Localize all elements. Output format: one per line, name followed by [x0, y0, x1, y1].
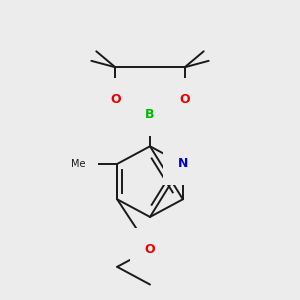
Text: B: B — [145, 108, 155, 121]
Text: O: O — [110, 93, 121, 106]
Text: N: N — [178, 158, 188, 170]
Text: Me: Me — [71, 159, 86, 169]
Text: O: O — [145, 243, 155, 256]
Text: O: O — [179, 93, 190, 106]
